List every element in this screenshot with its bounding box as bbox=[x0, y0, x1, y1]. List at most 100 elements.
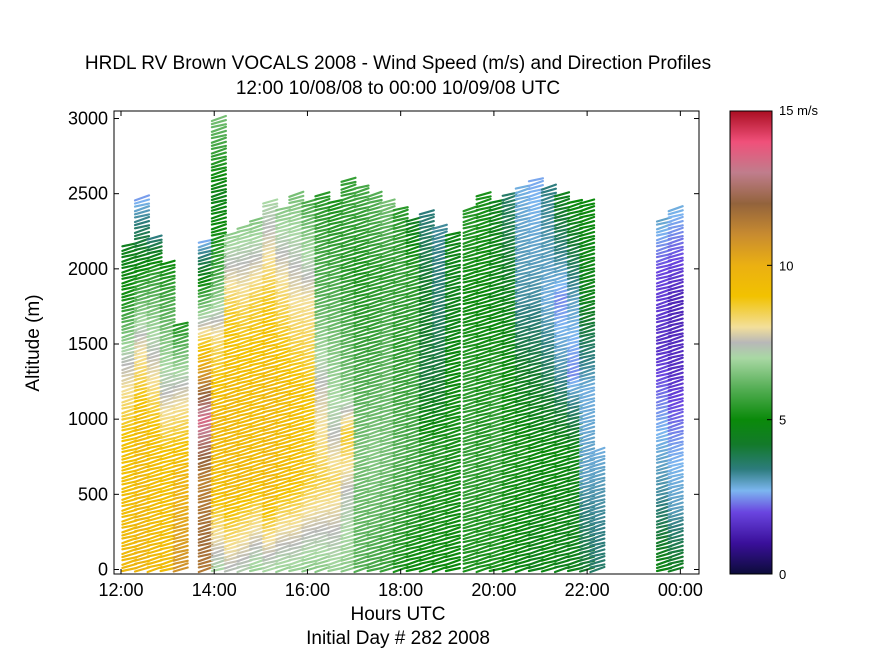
wind-barb bbox=[288, 318, 305, 324]
wind-barb bbox=[405, 400, 422, 407]
wind-barb bbox=[146, 468, 163, 476]
wind-barb bbox=[462, 410, 479, 418]
wind-barb bbox=[288, 487, 305, 494]
wind-barb bbox=[379, 321, 396, 327]
wind-barb bbox=[210, 190, 227, 198]
wind-barb bbox=[431, 403, 448, 411]
wind-barb bbox=[210, 439, 227, 447]
wind-barb bbox=[475, 418, 492, 425]
wind-barb bbox=[262, 559, 279, 565]
wind-barb bbox=[553, 537, 571, 544]
wind-barb bbox=[379, 419, 396, 425]
wind-barb bbox=[314, 483, 331, 490]
wind-barb bbox=[488, 234, 505, 242]
wind-barb bbox=[527, 242, 545, 248]
x-tick-label: 20:00 bbox=[471, 580, 516, 600]
wind-barb bbox=[262, 501, 279, 508]
wind-barb bbox=[366, 342, 383, 350]
wind-barb bbox=[236, 537, 253, 544]
wind-barb bbox=[236, 418, 253, 425]
wind-barb bbox=[667, 345, 684, 353]
wind-barb bbox=[444, 244, 461, 252]
wind-barb bbox=[501, 440, 518, 446]
wind-barb bbox=[501, 458, 518, 465]
wind-barb bbox=[172, 469, 189, 476]
wind-barb bbox=[314, 407, 331, 414]
wind-barb bbox=[288, 418, 305, 426]
wind-barb bbox=[431, 245, 448, 252]
wind-barb bbox=[236, 429, 253, 436]
wind-barb bbox=[514, 299, 531, 306]
wind-barb bbox=[431, 310, 448, 317]
wind-barb bbox=[578, 397, 596, 403]
wind-barb bbox=[392, 515, 409, 523]
wind-barb bbox=[327, 335, 344, 342]
wind-barb bbox=[405, 259, 422, 266]
wind-barb bbox=[301, 475, 318, 483]
wind-barb bbox=[288, 350, 305, 356]
wind-barb bbox=[431, 375, 448, 382]
wind-barb bbox=[262, 458, 279, 465]
wind-barb bbox=[262, 270, 279, 278]
wind-barb bbox=[275, 303, 292, 309]
wind-barb bbox=[488, 437, 505, 443]
wind-barb bbox=[159, 526, 176, 534]
wind-barb bbox=[146, 360, 163, 368]
wind-barb bbox=[431, 548, 448, 555]
wind-barb bbox=[392, 559, 409, 566]
wind-barb bbox=[527, 238, 545, 245]
wind-barb bbox=[249, 472, 266, 480]
wind-barb bbox=[475, 544, 492, 552]
wind-barb bbox=[392, 338, 409, 346]
wind-barb bbox=[553, 526, 571, 533]
wind-barb bbox=[553, 450, 571, 458]
wind-barb bbox=[418, 540, 435, 548]
wind-barb bbox=[210, 530, 227, 537]
wind-barb bbox=[667, 224, 684, 230]
wind-barb bbox=[249, 223, 266, 231]
wind-barb bbox=[314, 288, 331, 295]
wind-barb bbox=[667, 562, 684, 570]
wind-barb bbox=[327, 458, 344, 464]
wind-barb bbox=[392, 436, 409, 444]
wind-barb bbox=[146, 530, 163, 537]
wind-barb bbox=[431, 379, 448, 385]
wind-barb bbox=[488, 313, 505, 320]
wind-barb bbox=[275, 342, 292, 349]
wind-barb bbox=[327, 534, 344, 540]
wind-barb bbox=[159, 497, 176, 504]
wind-barb bbox=[488, 361, 505, 367]
wind-barb bbox=[210, 339, 227, 345]
wind-barb bbox=[488, 534, 505, 540]
wind-barb bbox=[327, 519, 344, 526]
wind-barb bbox=[488, 411, 505, 418]
wind-barb bbox=[146, 249, 163, 255]
wind-barb bbox=[418, 497, 435, 505]
colorbar-tick-label: 10 bbox=[779, 258, 793, 273]
wind-barb bbox=[501, 540, 518, 548]
wind-barb bbox=[314, 444, 331, 450]
wind-barb bbox=[159, 428, 176, 436]
wind-barb bbox=[172, 429, 189, 435]
wind-barb bbox=[327, 404, 344, 410]
wind-barb bbox=[262, 404, 279, 411]
wind-barb bbox=[327, 270, 344, 277]
wind-barb bbox=[288, 437, 305, 443]
wind-barb bbox=[210, 432, 227, 440]
wind-barb bbox=[501, 205, 518, 213]
wind-barb bbox=[540, 516, 558, 522]
wind-barb bbox=[405, 385, 422, 393]
wind-barb bbox=[366, 439, 383, 447]
wind-barb bbox=[379, 483, 396, 490]
wind-barb bbox=[210, 331, 227, 339]
wind-barb bbox=[314, 494, 331, 501]
wind-barb bbox=[540, 256, 558, 262]
wind-barb bbox=[462, 399, 479, 408]
wind-barb bbox=[249, 502, 266, 508]
wind-barb bbox=[249, 259, 266, 266]
wind-barb bbox=[314, 429, 331, 436]
wind-barb bbox=[444, 523, 461, 529]
wind-barb bbox=[578, 425, 596, 432]
wind-barb bbox=[146, 284, 163, 292]
